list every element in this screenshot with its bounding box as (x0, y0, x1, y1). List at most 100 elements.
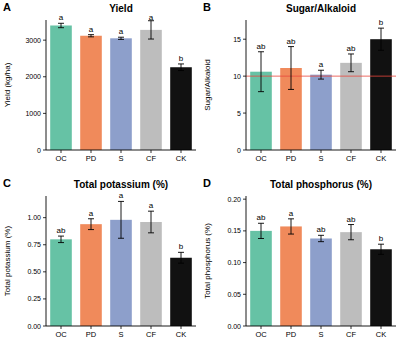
error-bar (288, 47, 294, 90)
y-axis-label: Yield (kg/ha) (3, 62, 12, 107)
x-tick (91, 150, 92, 153)
bar (370, 249, 392, 326)
error-bar (378, 28, 384, 50)
bar (140, 222, 162, 326)
figure: AYieldYield (kg/ha)0100020003000aaaabOCP… (0, 0, 400, 346)
marks (50, 21, 192, 150)
y-tick-label: 0.75 (27, 241, 41, 248)
significance-letter: a (119, 27, 124, 36)
y-axis-line (46, 196, 47, 326)
bar (280, 226, 302, 326)
x-tick (181, 326, 182, 329)
x-tick-label: OC (55, 330, 67, 339)
bar (340, 232, 362, 326)
significance-letter: b (179, 242, 184, 251)
significance-letter: b (379, 234, 384, 243)
significance-letter: a (89, 25, 94, 34)
error-bar (148, 211, 154, 233)
significance-letter: a (59, 13, 64, 22)
bar (80, 224, 102, 326)
x-tick (291, 150, 292, 153)
marks (50, 201, 192, 326)
bar (170, 258, 192, 326)
y-tick-label: 1.00 (27, 214, 41, 221)
error-bar (178, 64, 184, 71)
x-tick (151, 150, 152, 153)
y-axis-label: Sugar/Alkaloid (203, 59, 212, 111)
x-tick-label: OC (255, 154, 267, 163)
y-axis-line (46, 20, 47, 150)
panel-label: C (3, 177, 11, 189)
y-tick-label: 0.00 (227, 323, 241, 330)
y-tick-label: 0 (237, 147, 241, 154)
significance-letter: a (149, 201, 154, 210)
marks (246, 28, 396, 150)
y-axis-label: Total potassium (%) (3, 226, 12, 297)
panel: DTotal phosphorus (%)Total phosphorus (%… (203, 177, 396, 339)
y-tick-label: 0.15 (227, 227, 241, 234)
title: Total phosphorus (%) (270, 179, 372, 190)
significance-letter: ab (257, 213, 266, 222)
x-tick (261, 150, 262, 153)
y-axis-label: Total phosphorus (%) (203, 223, 212, 299)
bar (80, 36, 102, 150)
significance-letter: b (179, 54, 184, 63)
y-tick-label: 0.20 (227, 196, 241, 203)
panel: C Total potassium (%) Total potassium (%) 0… (3, 177, 196, 339)
x-tick-label: PD (286, 154, 297, 163)
x-tick-label: S (118, 154, 123, 163)
significance-letter: ab (57, 226, 66, 235)
error-bar (148, 21, 154, 39)
error-bar (178, 252, 184, 263)
x-tick (261, 326, 262, 329)
x-tick (321, 326, 322, 329)
significance-letter: a (89, 209, 94, 218)
error-bar (318, 70, 324, 79)
error-bar (378, 244, 384, 254)
y-tick-label: 2000 (25, 73, 41, 80)
y-tick-label: 1000 (25, 110, 41, 117)
y-tick-label: 0.50 (27, 268, 41, 275)
significance-letter: ab (317, 225, 326, 234)
panel-label: A (3, 1, 11, 13)
y-tick-label: 10 (233, 73, 241, 80)
x-tick-label: PD (86, 154, 97, 163)
bar (310, 75, 332, 150)
x-tick (321, 150, 322, 153)
panel-label: B (203, 1, 211, 13)
y-tick-label: 5 (237, 110, 241, 117)
x-tick-label: CF (146, 154, 156, 163)
bar (140, 30, 162, 150)
x-tick-label: CK (176, 330, 186, 339)
y-tick-label: 3000 (25, 37, 41, 44)
bar (250, 231, 272, 326)
x-tick-label: S (118, 330, 123, 339)
significance-letter: ab (287, 37, 296, 46)
y-tick-label: 15 (233, 36, 241, 43)
y-tick-label: 0.00 (27, 323, 41, 330)
significance-letter: ab (347, 215, 356, 224)
x-tick (181, 150, 182, 153)
x-tick (121, 150, 122, 153)
x-tick (121, 326, 122, 329)
x-tick-label: CK (376, 154, 386, 163)
x-tick-label: CF (346, 330, 356, 339)
marks (250, 219, 392, 326)
x-tick (381, 326, 382, 329)
error-bar (348, 225, 354, 240)
panel: BSugar/AlkaloidSugar/Alkaloid051015ababa… (203, 1, 396, 163)
error-bar (288, 219, 294, 234)
x-tick (151, 326, 152, 329)
x-tick-label: PD (86, 330, 97, 339)
x-tick (61, 150, 62, 153)
significance-letter: ab (257, 42, 266, 51)
y-tick-label: 0 (37, 147, 41, 154)
bar (370, 39, 392, 150)
title: Total potassium (%) (74, 179, 168, 190)
x-tick (351, 326, 352, 329)
x-tick-label: S (318, 154, 323, 163)
y-tick-label: 0.10 (227, 259, 241, 266)
x-tick (291, 326, 292, 329)
error-bar (118, 37, 124, 39)
x-tick-label: OC (55, 154, 67, 163)
